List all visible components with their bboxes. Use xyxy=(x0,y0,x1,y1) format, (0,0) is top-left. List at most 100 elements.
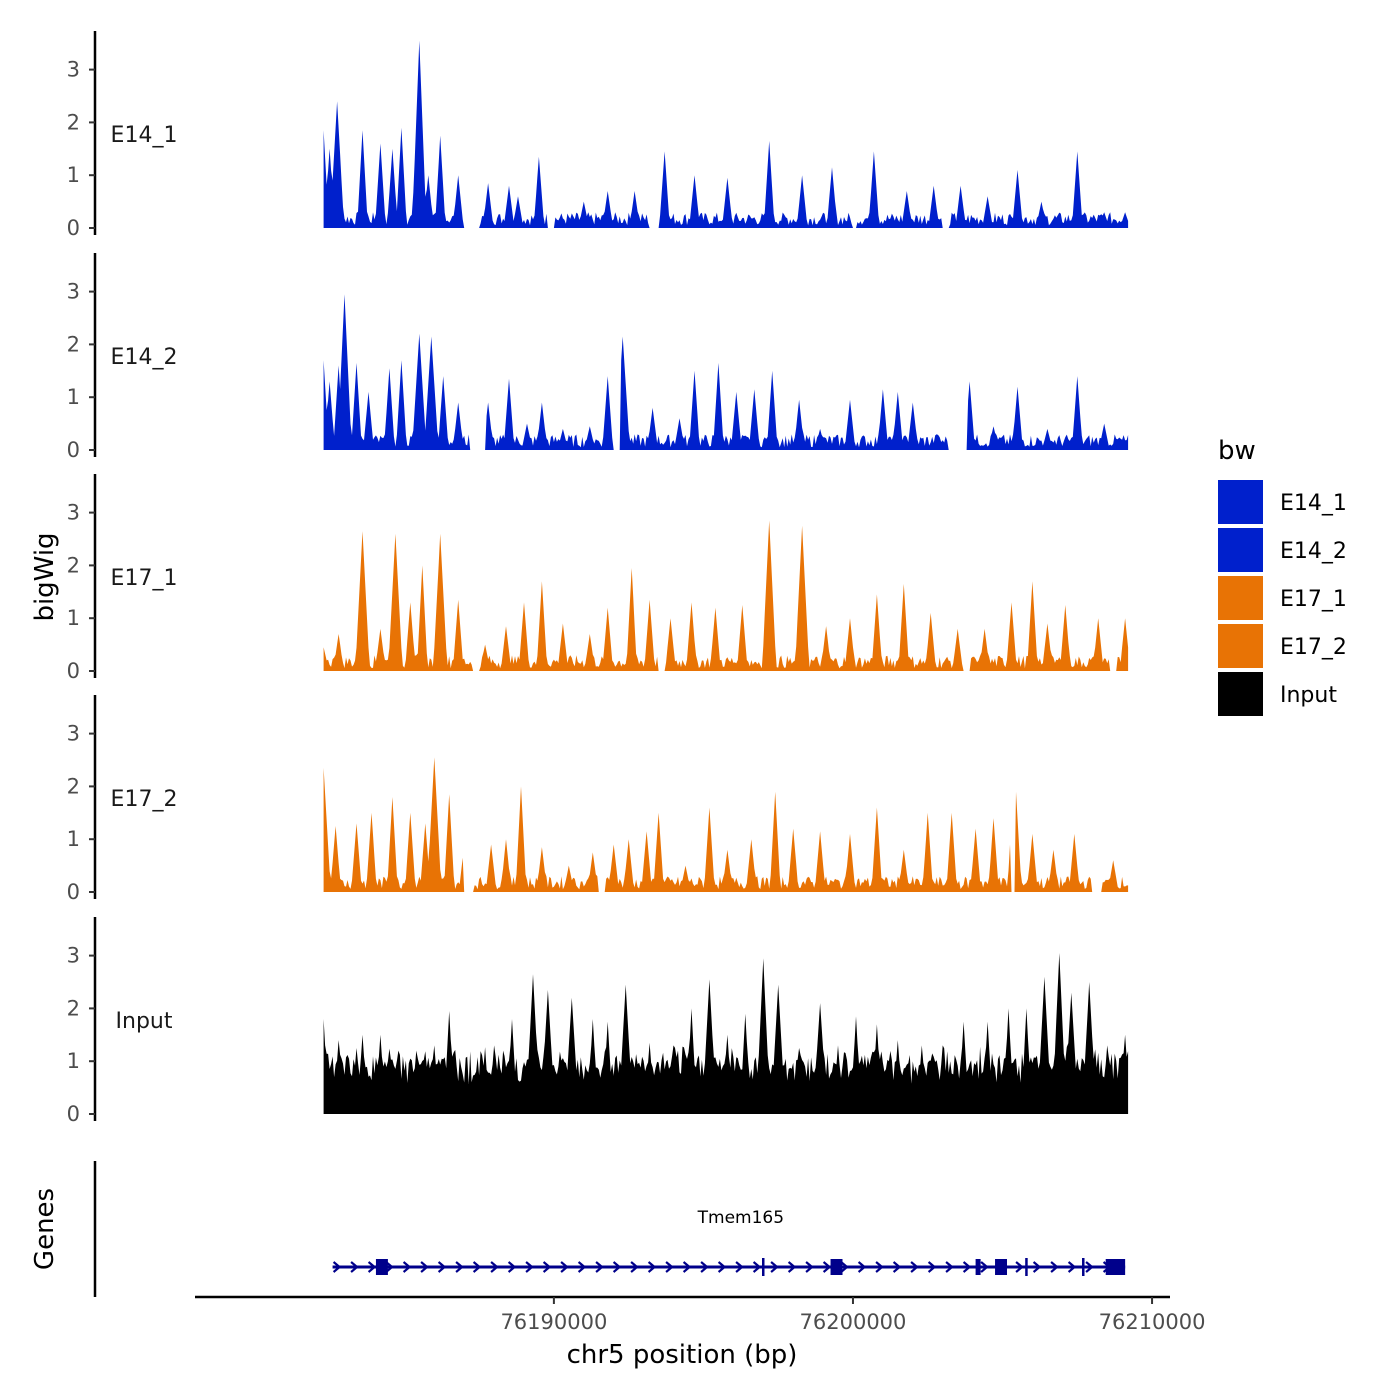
x-tick-label: 76200000 xyxy=(800,1310,907,1334)
legend-swatch-E14_1 xyxy=(1218,480,1263,524)
strand-arrow xyxy=(437,1261,447,1273)
strand-arrow xyxy=(822,1261,832,1273)
signal-area-E17_2 xyxy=(323,757,1129,892)
strand-arrow xyxy=(682,1261,692,1273)
exon xyxy=(995,1259,1008,1275)
gene-name-label: Tmem165 xyxy=(697,1208,784,1228)
track-label-E17_2: E17_2 xyxy=(111,787,178,812)
strand-arrow xyxy=(1015,1261,1024,1273)
signal-area-Input xyxy=(323,953,1129,1114)
y-tick-label: 1 xyxy=(67,163,80,187)
strand-arrow xyxy=(752,1261,762,1273)
y-tick-label: 2 xyxy=(67,553,80,577)
legend-label-E14_1: E14_1 xyxy=(1280,491,1347,516)
x-tick-label: 76210000 xyxy=(1099,1310,1206,1334)
y-tick-label: 2 xyxy=(67,332,80,356)
legend-swatch-E17_1 xyxy=(1218,576,1263,620)
strand-arrow xyxy=(560,1261,569,1273)
signal-area-E14_2 xyxy=(323,294,1129,450)
strand-arrow xyxy=(665,1261,674,1273)
strand-arrow xyxy=(595,1261,604,1273)
strand-arrow xyxy=(507,1261,517,1273)
strand-arrow xyxy=(332,1261,342,1273)
strand-arrow xyxy=(875,1261,884,1273)
exon xyxy=(975,1259,981,1275)
y-tick-label: 0 xyxy=(67,438,80,462)
y-tick-label: 3 xyxy=(67,280,80,304)
signal-area-E17_1 xyxy=(323,520,1129,671)
strand-arrow xyxy=(840,1261,849,1273)
y-tick-label: 3 xyxy=(67,944,80,968)
y-tick-label: 2 xyxy=(67,774,80,798)
y-tick-label: 2 xyxy=(67,996,80,1020)
strand-arrow xyxy=(367,1261,377,1273)
strand-arrow xyxy=(385,1261,394,1273)
legend-swatch-E14_2 xyxy=(1218,528,1263,572)
strand-arrow xyxy=(350,1261,359,1273)
legend-label-E17_1: E17_1 xyxy=(1280,587,1347,612)
y-tick-label: 0 xyxy=(67,216,80,240)
strand-arrow xyxy=(945,1261,954,1273)
track-label-E14_1: E14_1 xyxy=(111,123,178,148)
track-Input: 0 1 2 3 Input xyxy=(67,917,1129,1126)
strand-arrow xyxy=(1032,1261,1042,1273)
y-tick-label: 3 xyxy=(67,722,80,746)
track-E17_2: 0 1 2 3 E17_2 xyxy=(67,695,1129,904)
legend-label-Input: Input xyxy=(1280,683,1337,708)
y-tick-label: 0 xyxy=(67,659,80,683)
legend: bw E14_1 E14_2 E17_1 E17_2 Input xyxy=(1218,436,1347,716)
legend-label-E14_2: E14_2 xyxy=(1280,539,1347,564)
legend-label-E17_2: E17_2 xyxy=(1280,635,1347,660)
strand-arrow xyxy=(787,1261,797,1273)
y-tick-label: 1 xyxy=(67,1049,80,1073)
legend-title: bw xyxy=(1218,436,1256,466)
x-axis: 76190000 76200000 76210000 xyxy=(195,1295,1206,1334)
track-E14_1: 0 1 2 3 E14_1 xyxy=(67,31,1129,240)
strand-arrow xyxy=(962,1261,972,1273)
strand-arrow xyxy=(717,1261,727,1273)
strand-arrow xyxy=(910,1261,919,1273)
strand-arrow xyxy=(805,1261,814,1273)
track-label-E14_2: E14_2 xyxy=(111,345,178,370)
gene-track: Tmem165 xyxy=(93,1161,1126,1297)
strand-arrow xyxy=(612,1261,622,1273)
y-tick-label: 3 xyxy=(67,58,80,82)
strand-arrow xyxy=(647,1261,657,1273)
track-label-Input: Input xyxy=(116,1009,173,1034)
strand-arrow xyxy=(892,1261,902,1273)
y-axis-title: bigWig xyxy=(30,532,60,621)
strand-arrow xyxy=(1067,1261,1077,1273)
strand-arrow xyxy=(455,1261,464,1273)
y-tick-label: 0 xyxy=(67,1102,80,1126)
strand-arrow xyxy=(630,1261,639,1273)
strand-arrow xyxy=(542,1261,552,1273)
strand-arrow xyxy=(857,1261,867,1273)
x-axis-title: chr5 position (bp) xyxy=(567,1340,798,1370)
strand-arrow xyxy=(770,1261,779,1273)
strand-arrow xyxy=(420,1261,429,1273)
strand-arrow xyxy=(472,1261,482,1273)
track-label-E17_1: E17_1 xyxy=(111,566,178,591)
strand-arrow xyxy=(1085,1261,1094,1273)
exon xyxy=(375,1259,388,1275)
strand-arrow xyxy=(402,1261,412,1273)
gene-track-title: Genes xyxy=(30,1188,60,1270)
strand-arrow xyxy=(927,1261,937,1273)
strand-arrow xyxy=(735,1261,744,1273)
strand-arrow xyxy=(490,1261,499,1273)
y-tick-label: 1 xyxy=(67,606,80,630)
strand-arrow xyxy=(577,1261,587,1273)
strand-arrow xyxy=(1050,1261,1059,1273)
track-E17_1: 0 1 2 3 E17_1 xyxy=(67,474,1129,683)
y-tick-label: 3 xyxy=(67,501,80,525)
exon xyxy=(1105,1259,1126,1275)
strand-arrow xyxy=(525,1261,534,1273)
strand-arrow xyxy=(980,1261,989,1273)
strand-arrow xyxy=(700,1261,709,1273)
legend-swatch-E17_2 xyxy=(1218,624,1263,668)
y-tick-label: 1 xyxy=(67,385,80,409)
track-E14_2: 0 1 2 3 E14_2 xyxy=(67,253,1129,462)
exon xyxy=(830,1259,843,1275)
y-tick-label: 0 xyxy=(67,880,80,904)
signal-tracks: 0 1 2 3 E14_1 0 1 2 3 E14_2 0 1 2 3 E17_1 0 1 2 3 E17_2 0 1 2 3… xyxy=(67,31,1129,1126)
